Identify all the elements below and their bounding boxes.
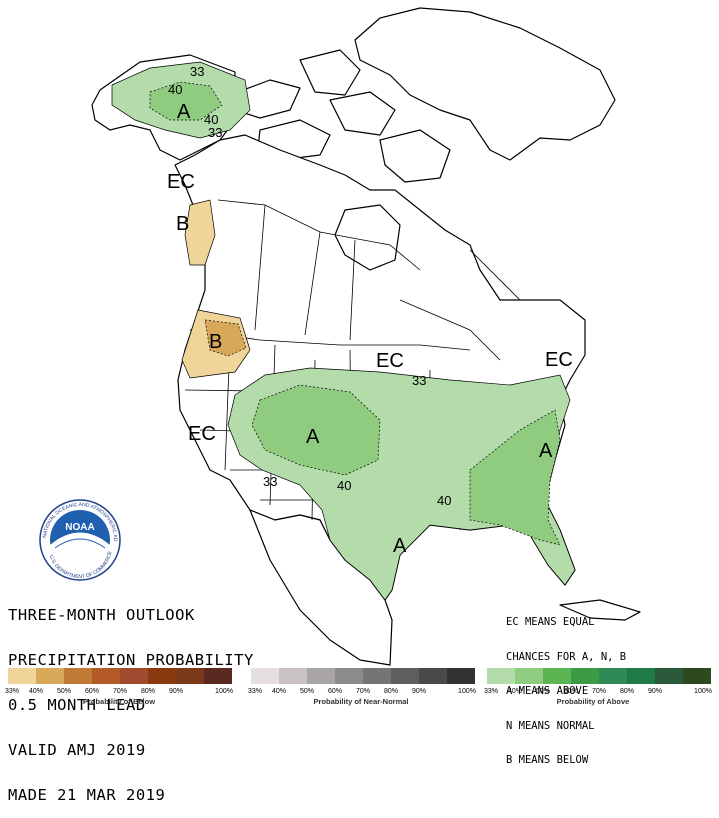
legend-below-swatch-3 bbox=[64, 668, 92, 684]
legend-normal-tick-2: 40% bbox=[271, 688, 287, 695]
alaska-40-contour-label: 40 bbox=[168, 82, 182, 97]
legend-below-caption: Probability of Below bbox=[82, 697, 156, 706]
b-bc-coast-label: B bbox=[176, 213, 189, 235]
legend-below-tick-6: 80% bbox=[140, 688, 156, 695]
legend-below-tick-1: 33% bbox=[4, 688, 20, 695]
legend-above-swatch-8 bbox=[683, 668, 711, 684]
legend-below-swatch-6 bbox=[148, 668, 176, 684]
legend-above-tick-6: 80% bbox=[619, 688, 635, 695]
ec-west-label: EC bbox=[188, 423, 216, 445]
outlook-map: A 40 33 40 33 EC B B EC EC EC A A A 33 3… bbox=[0, 0, 641, 666]
ec-north-label: EC bbox=[376, 350, 404, 372]
legend-normal-swatch-8 bbox=[447, 668, 475, 684]
contour-40-south-label: 40 bbox=[437, 493, 451, 508]
legend-above-swatch-1 bbox=[487, 668, 515, 684]
legend-above-swatch-7 bbox=[655, 668, 683, 684]
legend-below-swatch-2 bbox=[36, 668, 64, 684]
legend-above-swatches bbox=[487, 668, 711, 684]
ec-northeast-label: EC bbox=[545, 349, 573, 371]
legend-below-swatch-7 bbox=[176, 668, 204, 684]
legend-below-swatch-8 bbox=[204, 668, 232, 684]
title-line-1: THREE-MONTH OUTLOOK bbox=[8, 606, 195, 624]
legend-above-tick-3: 50% bbox=[535, 688, 551, 695]
legend-above-swatch-3 bbox=[543, 668, 571, 684]
noaa-logo: NOAA NATIONAL OCEANIC AND ATMOSPHERIC AD… bbox=[0, 0, 121, 581]
key-line-2: CHANCES FOR A, N, B bbox=[506, 650, 627, 663]
legend-below-tick-3: 50% bbox=[56, 688, 72, 695]
title-line-4: VALID AMJ 2019 bbox=[8, 741, 146, 759]
legend-below-tick-4: 60% bbox=[84, 688, 100, 695]
legend-below-tick-8: 100% bbox=[215, 688, 233, 695]
b-oregon-label: B bbox=[209, 331, 222, 353]
alaska-33-lower-label: 33 bbox=[208, 125, 222, 140]
noaa-logo-text: NOAA bbox=[65, 522, 94, 533]
legend-normal-swatches bbox=[251, 668, 475, 684]
legend-normal-tick-3: 50% bbox=[299, 688, 315, 695]
legend-above-swatch-4 bbox=[571, 668, 599, 684]
key-line-3: A MEANS ABOVE bbox=[506, 685, 589, 697]
legend-above-swatch-2 bbox=[515, 668, 543, 684]
key-line-5: B MEANS BELOW bbox=[506, 754, 589, 766]
legend-normal-tick-6: 80% bbox=[383, 688, 399, 695]
alaska-40-lower-label: 40 bbox=[204, 112, 218, 127]
alaska-33-contour-label: 33 bbox=[190, 64, 204, 79]
legend-normal-tick-4: 60% bbox=[327, 688, 343, 695]
below-areas bbox=[181, 199, 251, 379]
legend-above-swatch-5 bbox=[599, 668, 627, 684]
legend-above-tick-2: 40% bbox=[507, 688, 523, 695]
key-line-4: N MEANS NORMAL bbox=[506, 719, 595, 732]
legend-normal-swatch-4 bbox=[335, 668, 363, 684]
legend-normal-ticks: 33% 40% 50% 60% 70% 80% 90% 100% bbox=[247, 688, 503, 698]
key-line-1: EC MEANS EQUAL bbox=[506, 616, 595, 628]
legend-above-tick-1: 33% bbox=[483, 688, 499, 695]
legend-above-tick-5: 70% bbox=[591, 688, 607, 695]
title-line-5: MADE 21 MAR 2019 bbox=[8, 786, 166, 804]
legend-key-block: EC MEANS EQUAL CHANCES FOR A, N, B A MEA… bbox=[506, 594, 626, 778]
legend-normal-swatch-3 bbox=[307, 668, 335, 684]
legend-below-tick-2: 40% bbox=[28, 688, 44, 695]
legend-below-ticks: 33% 40% 50% 60% 70% 80% 90% 100% bbox=[4, 688, 260, 698]
legend-normal-tick-1: 33% bbox=[247, 688, 263, 695]
legend-above-tick-8: 100% bbox=[694, 688, 712, 695]
legend-below-swatch-5 bbox=[120, 668, 148, 684]
legend-normal-caption: Probability of Near-Normal bbox=[313, 697, 409, 706]
a-gulf-label: A bbox=[393, 535, 407, 557]
legend-below-swatch-4 bbox=[92, 668, 120, 684]
legend-normal-tick-8: 100% bbox=[458, 688, 476, 695]
legend-normal-swatch-7 bbox=[419, 668, 447, 684]
legend-normal-swatch-6 bbox=[391, 668, 419, 684]
title-line-2: PRECIPITATION PROBABILITY bbox=[8, 651, 254, 669]
noaa-logo-ring-text: NATIONAL OCEANIC AND ATMOSPHERIC ADMINIS… bbox=[0, 0, 118, 542]
legend-above-ticks: 33% 40% 50% 60% 70% 80% 90% 100% bbox=[483, 688, 719, 698]
legend-normal-tick-7: 90% bbox=[411, 688, 427, 695]
legend-above-tick-7: 90% bbox=[647, 688, 663, 695]
contour-40-plains-label: 40 bbox=[337, 478, 351, 493]
legend-normal-swatch-1 bbox=[251, 668, 279, 684]
ec-panhandle-label: EC bbox=[167, 171, 195, 193]
above-areas bbox=[111, 61, 576, 601]
a-southeast-label: A bbox=[539, 440, 553, 462]
a-rockies-label: A bbox=[306, 426, 320, 448]
legend-below-swatch-1 bbox=[8, 668, 36, 684]
legend-below-swatches bbox=[8, 668, 232, 684]
legend-above-caption: Probability of Above bbox=[556, 697, 630, 706]
alaska-a-label: A bbox=[177, 101, 191, 123]
legend-below-tick-5: 70% bbox=[112, 688, 128, 695]
legend-above-swatch-6 bbox=[627, 668, 655, 684]
contour-33-southwest-label: 33 bbox=[263, 474, 277, 489]
svg-text:NATIONAL OCEANIC AND ATMOSPHER: NATIONAL OCEANIC AND ATMOSPHERIC ADMINIS… bbox=[0, 0, 118, 542]
contour-33-midwest-label: 33 bbox=[412, 373, 426, 388]
legend-normal-swatch-5 bbox=[363, 668, 391, 684]
legend-above-tick-4: 60% bbox=[563, 688, 579, 695]
legend-normal-tick-5: 70% bbox=[355, 688, 371, 695]
legend-normal-swatch-2 bbox=[279, 668, 307, 684]
legend-below-tick-7: 90% bbox=[168, 688, 184, 695]
